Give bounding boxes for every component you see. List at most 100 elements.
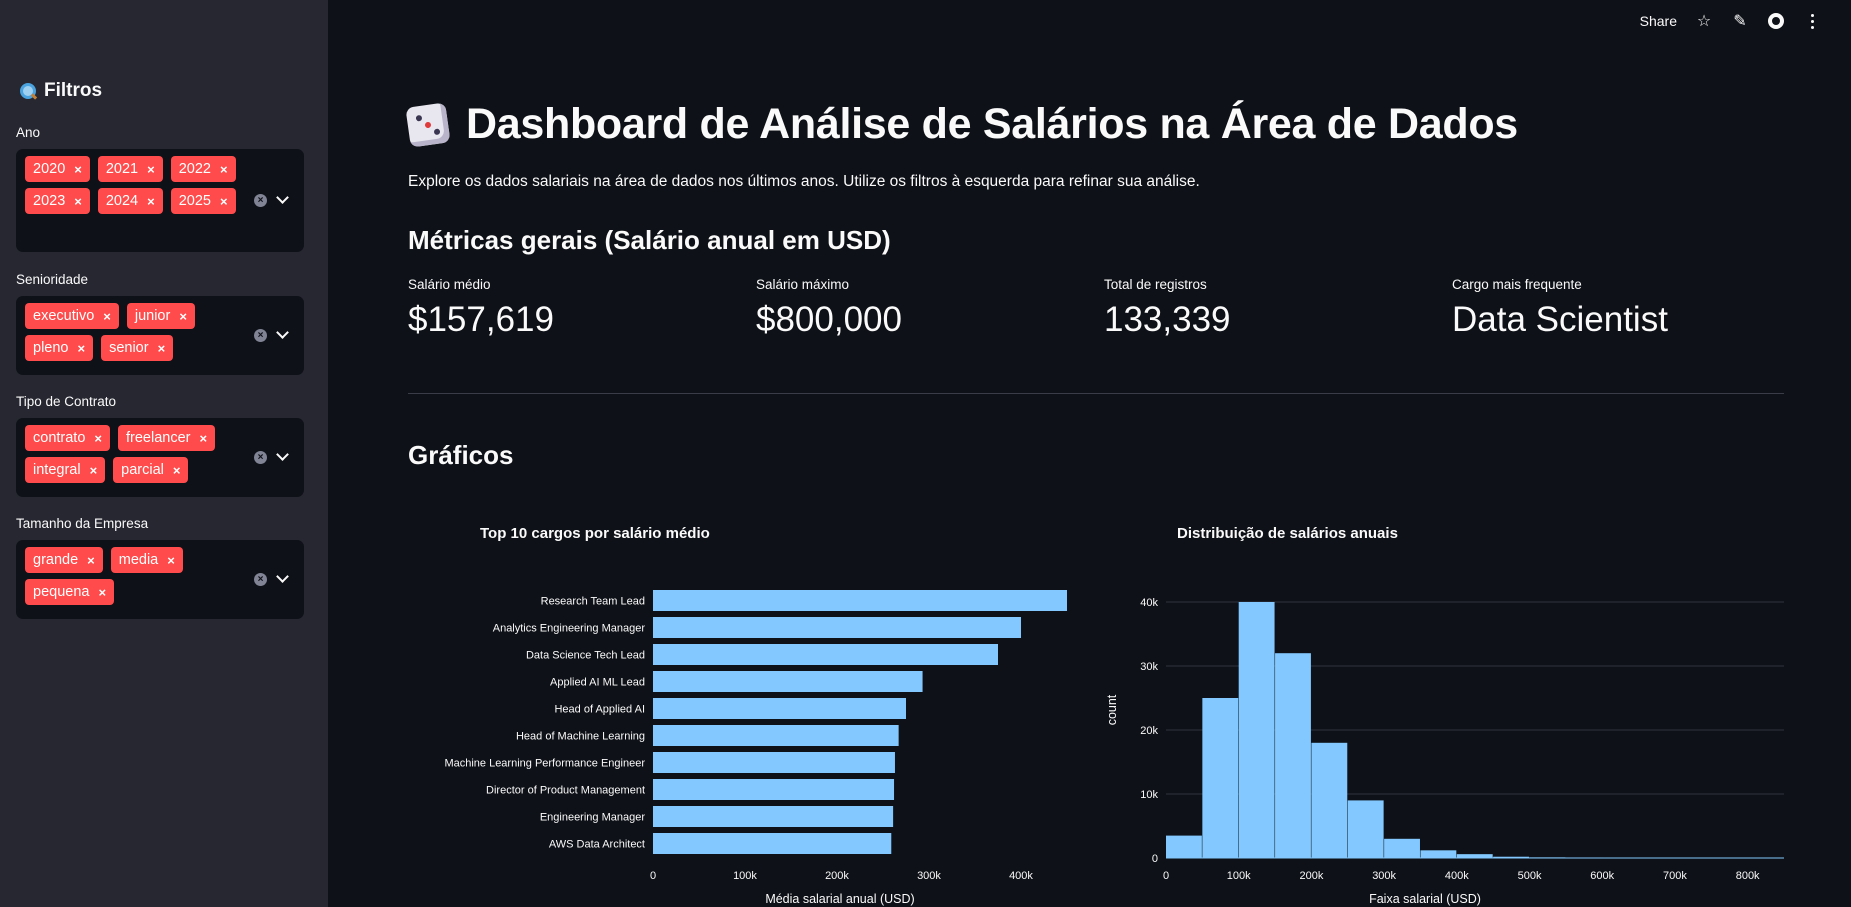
x-tick-label: 400k bbox=[1445, 870, 1469, 882]
tamanho-empresa-chips: grande × media × pequena × bbox=[25, 547, 255, 605]
more-menu-icon[interactable] bbox=[1803, 12, 1821, 30]
tipo-contrato-chips: contrato × freelancer × integral × parcial × bbox=[25, 425, 255, 483]
metric-value: Data Scientist bbox=[1452, 300, 1668, 339]
category-label: Applied AI ML Lead bbox=[550, 677, 645, 689]
remove-chip-icon[interactable]: × bbox=[157, 340, 166, 356]
sidebar: Filtros Ano 2020 × 2021 × 2022 × 2023 × 2024 × 202… bbox=[0, 0, 328, 907]
chip-label: 2025 bbox=[178, 193, 211, 209]
filter-chip[interactable]: pleno × bbox=[25, 335, 94, 361]
top-toolbar: Share ☆ ✎ bbox=[1640, 10, 1821, 32]
filter-chip[interactable]: senior × bbox=[101, 335, 174, 361]
star-icon[interactable]: ☆ bbox=[1696, 13, 1712, 30]
x-tick-label: 500k bbox=[1518, 870, 1542, 882]
metric-label: Salário médio bbox=[408, 277, 491, 292]
remove-chip-icon[interactable]: × bbox=[87, 552, 95, 568]
tamanho-empresa-multiselect[interactable]: grande × media × pequena × × bbox=[16, 540, 304, 619]
chart-title-distribuicao: Distribuição de salários anuais bbox=[1177, 525, 1398, 542]
filter-label-ano: Ano bbox=[16, 125, 41, 140]
remove-chip-icon[interactable]: × bbox=[89, 462, 98, 478]
category-label: Research Team Lead bbox=[541, 596, 645, 608]
remove-chip-icon[interactable]: × bbox=[219, 193, 228, 209]
remove-chip-icon[interactable]: × bbox=[172, 462, 181, 478]
bar bbox=[653, 752, 895, 773]
remove-chip-icon[interactable]: × bbox=[147, 193, 155, 209]
filter-chip[interactable]: junior × bbox=[126, 303, 195, 329]
metric-total-registros: Total de registros 133,339 bbox=[1104, 277, 1231, 340]
bar bbox=[653, 806, 894, 827]
histogram-bar bbox=[1202, 698, 1239, 858]
remove-chip-icon[interactable]: × bbox=[147, 161, 155, 177]
filter-chip[interactable]: 2020 × bbox=[25, 156, 90, 182]
chip-label: 2022 bbox=[178, 161, 211, 177]
remove-chip-icon[interactable]: × bbox=[98, 584, 107, 600]
remove-chip-icon[interactable]: × bbox=[179, 308, 187, 324]
chip-label: 2023 bbox=[33, 193, 66, 209]
chip-label: pequena bbox=[33, 584, 90, 600]
ano-multiselect[interactable]: 2020 × 2021 × 2022 × 2023 × 2024 × 2025 × × bbox=[16, 149, 304, 252]
y-tick-label: 30k bbox=[1140, 661, 1158, 673]
category-label: Engineering Manager bbox=[540, 812, 646, 824]
clear-icon[interactable]: × bbox=[254, 194, 267, 207]
chip-label: senior bbox=[109, 340, 149, 356]
page-title-text: Dashboard de Análise de Salários na Área… bbox=[466, 100, 1518, 148]
page-title: Dashboard de Análise de Salários na Área… bbox=[405, 100, 1518, 149]
x-tick-label: 100k bbox=[1227, 870, 1251, 882]
remove-chip-icon[interactable]: × bbox=[94, 430, 102, 446]
ano-chips: 2020 × 2021 × 2022 × 2023 × 2024 × 2025 × bbox=[25, 156, 255, 214]
clear-icon[interactable]: × bbox=[254, 573, 267, 586]
filter-chip[interactable]: freelancer × bbox=[118, 425, 216, 451]
sidebar-title-text: Filtros bbox=[44, 80, 103, 101]
x-axis-label: Faixa salarial (USD) bbox=[1369, 892, 1481, 906]
chevron-down-icon[interactable] bbox=[276, 448, 289, 461]
x-tick-label: 0 bbox=[1163, 870, 1169, 882]
senioridade-multiselect[interactable]: executivo × junior × pleno × senior × × bbox=[16, 296, 304, 375]
share-button[interactable]: Share bbox=[1639, 13, 1677, 29]
histogram-bar bbox=[1166, 835, 1202, 858]
edit-pencil-icon[interactable]: ✎ bbox=[1733, 13, 1747, 30]
metrics-heading: Métricas gerais (Salário anual em USD) bbox=[408, 225, 891, 255]
remove-chip-icon[interactable]: × bbox=[74, 161, 82, 177]
remove-chip-icon[interactable]: × bbox=[167, 552, 175, 568]
filter-chip[interactable]: pequena × bbox=[25, 579, 115, 605]
x-axis-label: Média salarial anual (USD) bbox=[765, 892, 914, 906]
chevron-down-icon[interactable] bbox=[276, 570, 289, 583]
chevron-down-icon[interactable] bbox=[276, 191, 289, 204]
clear-icon[interactable]: × bbox=[254, 329, 267, 342]
filter-chip[interactable]: executivo × bbox=[25, 303, 119, 329]
clear-icon[interactable]: × bbox=[254, 451, 267, 464]
chevron-down-icon[interactable] bbox=[276, 326, 289, 339]
remove-chip-icon[interactable]: × bbox=[199, 430, 208, 446]
metric-cargo-frequente: Cargo mais frequente Data Scientist bbox=[1452, 277, 1668, 340]
bar bbox=[653, 833, 892, 854]
bar bbox=[653, 671, 923, 692]
github-icon[interactable] bbox=[1767, 12, 1785, 30]
category-label: Head of Applied AI bbox=[554, 704, 645, 716]
filter-chip[interactable]: grande × bbox=[25, 547, 103, 573]
histogram-bar bbox=[1420, 850, 1457, 858]
remove-chip-icon[interactable]: × bbox=[219, 161, 228, 177]
chip-label: contrato bbox=[33, 430, 86, 446]
filter-chip[interactable]: 2024 × bbox=[97, 188, 163, 214]
filter-chip[interactable]: contrato × bbox=[25, 425, 110, 451]
x-tick-label: 400k bbox=[1009, 870, 1033, 882]
tipo-contrato-multiselect[interactable]: contrato × freelancer × integral × parcial × × bbox=[16, 418, 304, 497]
bar bbox=[653, 698, 906, 719]
metric-salario-maximo: Salário máximo $800,000 bbox=[756, 277, 902, 340]
filter-chip[interactable]: 2023 × bbox=[25, 188, 90, 214]
filter-chip[interactable]: 2025 × bbox=[170, 188, 236, 214]
remove-chip-icon[interactable]: × bbox=[103, 308, 111, 324]
x-tick-label: 200k bbox=[1299, 870, 1323, 882]
filter-chip[interactable]: parcial × bbox=[113, 457, 189, 483]
bar bbox=[653, 590, 1067, 611]
filter-chip[interactable]: media × bbox=[110, 547, 183, 573]
remove-chip-icon[interactable]: × bbox=[74, 193, 82, 209]
bar bbox=[653, 644, 998, 665]
filter-label-tipo-contrato: Tipo de Contrato bbox=[16, 394, 117, 409]
filter-chip[interactable]: 2022 × bbox=[170, 156, 236, 182]
remove-chip-icon[interactable]: × bbox=[77, 340, 86, 356]
filter-chip[interactable]: integral × bbox=[25, 457, 106, 483]
filter-chip[interactable]: 2021 × bbox=[97, 156, 163, 182]
y-tick-label: 20k bbox=[1140, 725, 1158, 737]
x-tick-label: 600k bbox=[1590, 870, 1614, 882]
chip-label: junior bbox=[134, 308, 171, 324]
